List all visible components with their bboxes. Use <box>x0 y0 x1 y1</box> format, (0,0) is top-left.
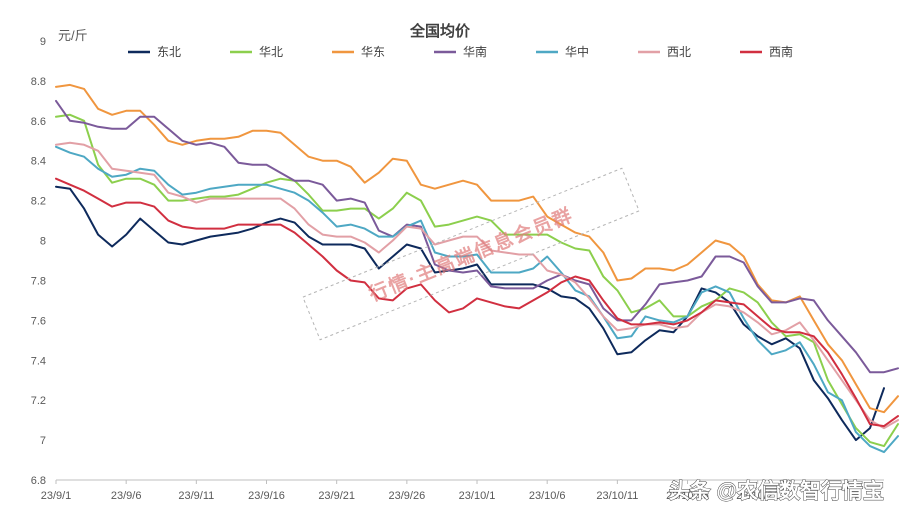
x-tick-label: 23/10/21 <box>736 490 779 502</box>
legend-label: 西北 <box>667 45 691 59</box>
y-tick-label: 8 <box>40 236 46 248</box>
x-tick-label: 23/10/16 <box>666 490 709 502</box>
watermark-stamp: 行情·主高端信息会员群 <box>302 167 640 341</box>
series-group <box>55 83 899 454</box>
series-line <box>55 141 899 430</box>
y-tick-label: 7 <box>40 435 46 447</box>
x-tick-label: 23/9/16 <box>248 490 285 502</box>
legend-label: 华北 <box>259 45 283 59</box>
legend-label: 西南 <box>769 44 793 59</box>
series-line <box>55 185 885 442</box>
series-line <box>55 113 899 448</box>
legend-item: 华中 <box>536 44 589 59</box>
x-tick-label: 23/10/1 <box>459 490 496 502</box>
y-tick-label: 7.6 <box>31 315 46 327</box>
legend: 东北 华北 华东 华南 华中 西北 西南 <box>128 44 793 59</box>
legend-item: 西北 <box>638 45 691 59</box>
series-line <box>55 145 899 454</box>
legend-item: 华东 <box>332 45 385 59</box>
y-tick-label: 6.8 <box>31 475 46 487</box>
y-tick-label: 9 <box>40 36 46 48</box>
legend-label: 东北 <box>157 45 181 59</box>
legend-item: 西南 <box>740 44 793 59</box>
legend-label: 华中 <box>565 44 589 59</box>
series-line <box>55 99 899 374</box>
x-tick-label: 23/9/6 <box>111 490 142 502</box>
x-tick-label: 23/9/1 <box>41 490 72 502</box>
axes: 6.8 7 7.2 7.4 7.6 7.8 8 8.2 8.4 8.6 8.8 9 23/9/1 23/9… <box>31 36 884 502</box>
y-tick-label: 7.2 <box>31 395 46 407</box>
x-tick-label: 23/10/6 <box>529 490 566 502</box>
legend-item: 华南 <box>434 44 487 59</box>
y-tick-label: 7.4 <box>31 355 46 367</box>
x-tick-label: 23/9/11 <box>178 490 214 502</box>
footer-watermark: 头条 @农信数智行情宝 <box>669 479 884 503</box>
legend-label: 华南 <box>463 44 487 59</box>
y-tick-label: 8.4 <box>31 156 46 168</box>
y-tick-label: 8.6 <box>31 116 46 128</box>
y-tick-label: 8.2 <box>31 196 46 208</box>
legend-item: 东北 <box>128 45 181 59</box>
chart-title: 全国均价 <box>409 22 471 40</box>
x-tick-label: 23/9/26 <box>388 490 425 502</box>
y-tick-label: 7.8 <box>31 275 46 287</box>
series-line <box>55 177 899 428</box>
y-tick-label: 8.8 <box>31 76 46 88</box>
y-axis-unit-label: 元/斤 <box>58 28 88 43</box>
x-tick-label: 23/9/21 <box>318 490 355 502</box>
x-tick-label: 23/10/11 <box>596 490 638 502</box>
legend-item: 华北 <box>230 45 283 59</box>
series-line <box>55 83 899 414</box>
legend-label: 华东 <box>361 45 385 59</box>
